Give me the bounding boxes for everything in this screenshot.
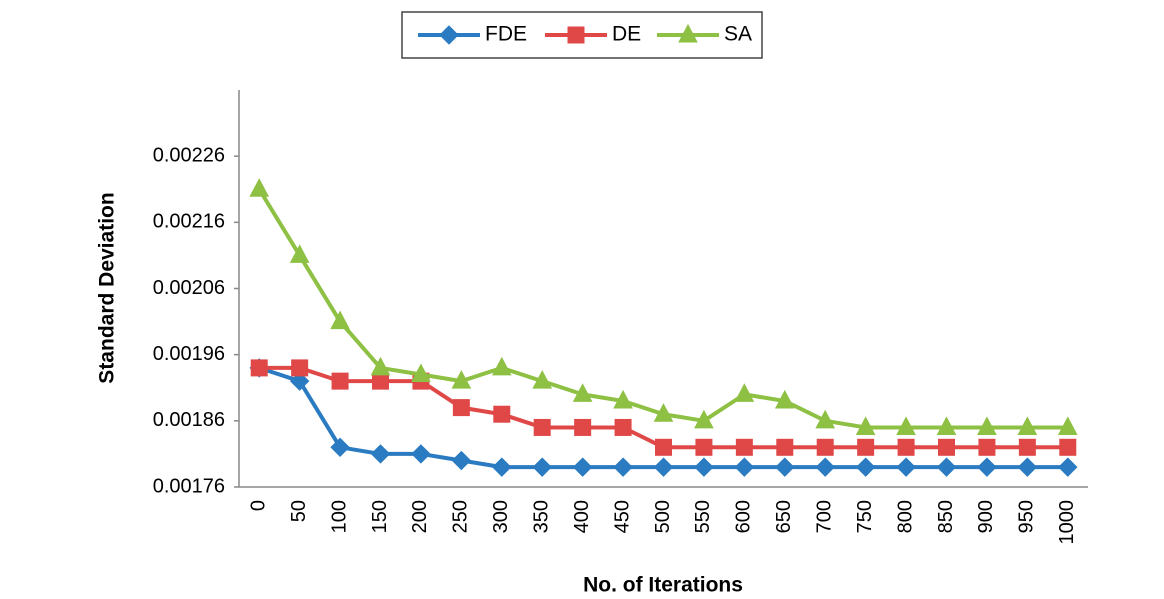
data-point bbox=[855, 457, 876, 477]
data-point bbox=[896, 416, 916, 435]
data-point bbox=[493, 405, 511, 423]
data-point bbox=[370, 444, 391, 464]
legend-label: FDE bbox=[485, 23, 527, 46]
data-point bbox=[370, 356, 391, 376]
data-point bbox=[331, 372, 349, 390]
data-point bbox=[938, 438, 955, 456]
data-point bbox=[411, 363, 431, 383]
data-point bbox=[250, 359, 268, 377]
x-tick-label: 550 bbox=[692, 500, 714, 533]
data-point bbox=[1017, 457, 1038, 477]
x-tick-label: 600 bbox=[733, 500, 755, 533]
y-axis-title: Standard Deviation bbox=[96, 192, 119, 383]
data-point bbox=[855, 416, 876, 435]
data-point bbox=[330, 310, 350, 330]
data-point bbox=[613, 457, 633, 477]
data-point bbox=[936, 457, 957, 477]
data-point bbox=[572, 457, 593, 477]
data-point bbox=[978, 438, 996, 456]
data-point bbox=[613, 389, 633, 409]
data-point bbox=[775, 457, 795, 477]
data-point bbox=[291, 359, 309, 377]
x-tick-label: 700 bbox=[813, 500, 835, 533]
data-point bbox=[734, 383, 755, 402]
data-point bbox=[776, 438, 794, 456]
x-tick-label: 100 bbox=[328, 500, 350, 533]
x-tick-label: 800 bbox=[894, 500, 916, 533]
data-point bbox=[653, 403, 674, 422]
legend-label: SA bbox=[724, 23, 752, 46]
x-tick-label: 150 bbox=[369, 500, 391, 533]
y-tick-label: 0.00176 bbox=[153, 475, 225, 497]
x-tick-label: 200 bbox=[409, 500, 431, 533]
x-tick-label: 0 bbox=[247, 500, 269, 511]
y-tick-label: 0.00206 bbox=[153, 277, 225, 299]
data-point bbox=[572, 383, 593, 402]
data-point bbox=[533, 418, 551, 436]
data-point bbox=[815, 409, 836, 429]
data-point bbox=[816, 438, 834, 456]
x-tick-label: 400 bbox=[571, 500, 593, 533]
legend-marker bbox=[439, 25, 459, 45]
data-point bbox=[857, 438, 875, 456]
x-tick-label: 300 bbox=[490, 500, 512, 533]
x-tick-label: 750 bbox=[854, 500, 876, 533]
data-point bbox=[532, 457, 552, 477]
series-line bbox=[257, 188, 1068, 430]
data-point bbox=[896, 457, 916, 477]
data-point bbox=[936, 416, 957, 435]
data-point bbox=[815, 457, 835, 477]
data-point bbox=[492, 457, 512, 477]
data-point bbox=[694, 457, 714, 477]
data-point bbox=[735, 438, 753, 456]
data-point bbox=[614, 418, 632, 436]
x-tick-label: 900 bbox=[975, 500, 997, 533]
x-tick-label: 1000 bbox=[1056, 500, 1078, 545]
data-point bbox=[977, 457, 997, 477]
data-point bbox=[734, 457, 755, 477]
data-point bbox=[330, 437, 350, 458]
data-point bbox=[1059, 438, 1077, 456]
data-point bbox=[695, 438, 713, 456]
x-tick-label: 650 bbox=[773, 500, 795, 533]
y-tick-label: 0.00196 bbox=[153, 343, 225, 365]
data-point bbox=[574, 418, 592, 436]
data-point bbox=[655, 438, 672, 456]
legend-marker bbox=[678, 23, 698, 43]
legend-label: DE bbox=[612, 23, 641, 46]
x-tick-label: 450 bbox=[611, 500, 633, 533]
x-tick-label: 250 bbox=[450, 500, 472, 533]
x-axis-title: No. of Iterations bbox=[583, 574, 743, 597]
data-point bbox=[411, 444, 431, 464]
y-tick-label: 0.00226 bbox=[153, 144, 225, 166]
data-point bbox=[653, 457, 674, 477]
data-point bbox=[452, 399, 470, 417]
y-tick-label: 0.00216 bbox=[153, 211, 225, 233]
data-point bbox=[289, 371, 310, 391]
data-point bbox=[451, 450, 472, 471]
data-point bbox=[1058, 457, 1078, 477]
y-tick-label: 0.00186 bbox=[153, 409, 225, 431]
data-point bbox=[249, 178, 270, 197]
data-point bbox=[774, 389, 795, 409]
x-tick-label: 500 bbox=[652, 500, 674, 533]
x-tick-label: 350 bbox=[530, 500, 552, 533]
x-tick-label: 50 bbox=[288, 500, 310, 522]
data-point bbox=[1018, 438, 1036, 456]
data-point bbox=[491, 356, 512, 376]
x-tick-label: 950 bbox=[1016, 500, 1038, 533]
data-point bbox=[451, 370, 472, 389]
data-point bbox=[532, 370, 553, 389]
data-point bbox=[977, 416, 997, 435]
data-point bbox=[1017, 416, 1038, 435]
data-point bbox=[289, 244, 310, 263]
data-point bbox=[694, 409, 714, 429]
legend-box bbox=[401, 11, 763, 59]
legend-marker bbox=[567, 26, 585, 44]
data-point bbox=[897, 438, 915, 456]
data-point bbox=[372, 372, 389, 390]
x-tick-label: 850 bbox=[935, 500, 957, 533]
data-point bbox=[1057, 416, 1078, 435]
